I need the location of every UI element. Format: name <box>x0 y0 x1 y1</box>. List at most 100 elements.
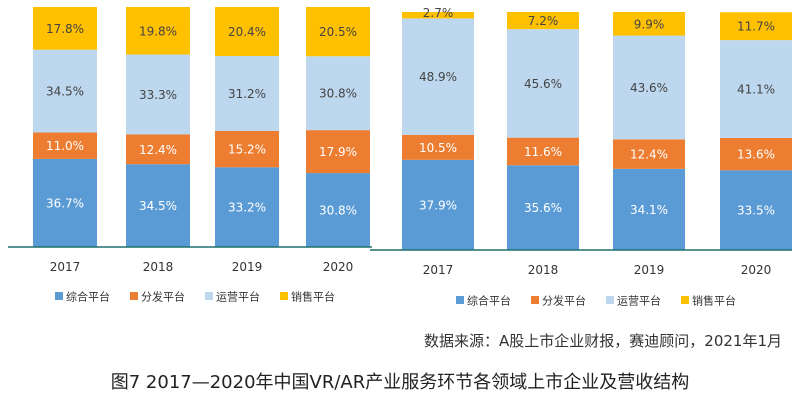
bar-segment <box>306 56 370 131</box>
data-label: 48.9% <box>419 70 457 84</box>
legend-item: 综合平台 <box>55 290 110 304</box>
bar-segment <box>613 168 685 250</box>
data-label: 12.4% <box>630 148 668 162</box>
bar-segment <box>33 49 97 133</box>
bar-segment <box>33 158 97 247</box>
chart-1: 36.7% 11.0% 34.5% 17.8% 2017 34.5% 12.4% 33.3% 1… <box>8 7 372 304</box>
legend-swatch <box>205 292 213 300</box>
data-label: 45.6% <box>524 77 562 91</box>
bar-segment <box>126 134 190 165</box>
legend-item: 销售平台 <box>280 290 335 304</box>
data-label: 15.2% <box>228 143 266 157</box>
data-label: 30.8% <box>319 204 357 218</box>
data-label: 36.7% <box>46 196 84 210</box>
source-note: 数据来源：A股上市企业财报，赛迪顾问，2021年1月 <box>424 332 782 350</box>
data-label: 30.8% <box>319 87 357 101</box>
bar-segment <box>33 7 97 50</box>
bar-segment <box>402 159 474 250</box>
x-tick-label: 2020 <box>741 263 772 277</box>
data-label: 34.5% <box>139 199 177 213</box>
x-tick-label: 2018 <box>528 263 559 277</box>
data-label: 37.9% <box>419 198 457 212</box>
bar-segment <box>306 130 370 174</box>
bar-segment <box>402 12 474 19</box>
bar-segment <box>126 164 190 247</box>
legend-label: 综合平台 <box>467 294 511 308</box>
data-label: 11.6% <box>524 145 562 159</box>
data-label: 12.4% <box>139 143 177 157</box>
bar-segment <box>306 7 370 57</box>
data-label: 34.5% <box>46 85 84 99</box>
legend-item: 分发平台 <box>531 294 586 308</box>
data-label: 19.8% <box>139 24 177 38</box>
legend-item: 运营平台 <box>205 290 260 304</box>
data-label: 33.3% <box>139 88 177 102</box>
data-label: 13.6% <box>737 148 775 162</box>
legend-label: 销售平台 <box>692 294 736 308</box>
bar-segment <box>720 170 792 250</box>
data-label: 33.2% <box>228 201 266 215</box>
bar-segment <box>613 12 685 36</box>
data-label: 35.6% <box>524 201 562 215</box>
legend-label: 分发平台 <box>141 290 185 304</box>
legend-swatch <box>606 296 614 304</box>
charts-canvas: 36.7% 11.0% 34.5% 17.8% 2017 34.5% 12.4% 33.3% 1… <box>8 6 792 308</box>
data-label: 2.7% <box>423 6 454 20</box>
x-tick-label: 2020 <box>323 260 354 274</box>
data-label: 33.5% <box>737 204 775 218</box>
x-tick-label: 2017 <box>50 260 81 274</box>
data-label: 20.4% <box>228 25 266 39</box>
bar-segment <box>215 130 279 168</box>
data-label: 11.0% <box>46 139 84 153</box>
legend-item: 运营平台 <box>606 294 661 308</box>
legend-label: 综合平台 <box>66 290 110 304</box>
legend-label: 销售平台 <box>291 290 335 304</box>
bar-segment <box>215 55 279 131</box>
bar-segment <box>720 12 792 41</box>
legend-swatch <box>681 296 689 304</box>
bar-segment <box>720 40 792 138</box>
legend-swatch <box>280 292 288 300</box>
legend-item: 分发平台 <box>130 290 185 304</box>
x-tick-label: 2019 <box>634 263 665 277</box>
legend-swatch <box>130 292 138 300</box>
bar-segment <box>126 54 190 135</box>
data-label: 11.7% <box>737 20 775 34</box>
data-label: 43.6% <box>630 81 668 95</box>
legend-swatch <box>55 292 63 300</box>
bar-segment <box>507 29 579 138</box>
figure-caption: 图7 2017—2020年中国VR/AR产业服务环节各领域上市企业及营收结构 <box>110 372 690 393</box>
legend-label: 运营平台 <box>216 290 260 304</box>
legend-item: 综合平台 <box>456 294 511 308</box>
legend-swatch <box>531 296 539 304</box>
data-label: 17.9% <box>319 145 357 159</box>
data-label: 20.5% <box>319 25 357 39</box>
bar-segment <box>507 12 579 30</box>
bar-segment <box>126 7 190 55</box>
bar-segment <box>720 137 792 171</box>
legend-item: 销售平台 <box>681 294 736 308</box>
bar-segment <box>613 35 685 140</box>
bar-segment <box>306 173 370 247</box>
data-label: 34.1% <box>630 203 668 217</box>
chart-2: 37.9% 10.5% 48.9% 2.7% 2017 35.6% 11.6% 45.6% 7.… <box>370 6 792 308</box>
bar-segment <box>215 7 279 56</box>
data-label: 7.2% <box>528 14 559 28</box>
bar-segment <box>507 165 579 250</box>
data-label: 41.1% <box>737 82 775 96</box>
legend-swatch <box>456 296 464 304</box>
bar-segment <box>507 137 579 166</box>
data-label: 9.9% <box>634 17 665 31</box>
bar-segment <box>215 167 279 247</box>
x-tick-label: 2019 <box>232 260 263 274</box>
x-tick-label: 2018 <box>143 260 174 274</box>
bar-segment <box>33 132 97 159</box>
bar-segment <box>402 18 474 135</box>
legend-label: 运营平台 <box>617 294 661 308</box>
x-tick-label: 2017 <box>423 263 454 277</box>
legend-label: 分发平台 <box>542 294 586 308</box>
bar-segment <box>402 134 474 160</box>
data-label: 17.8% <box>46 22 84 36</box>
bar-segment <box>613 139 685 169</box>
data-label: 31.2% <box>228 87 266 101</box>
